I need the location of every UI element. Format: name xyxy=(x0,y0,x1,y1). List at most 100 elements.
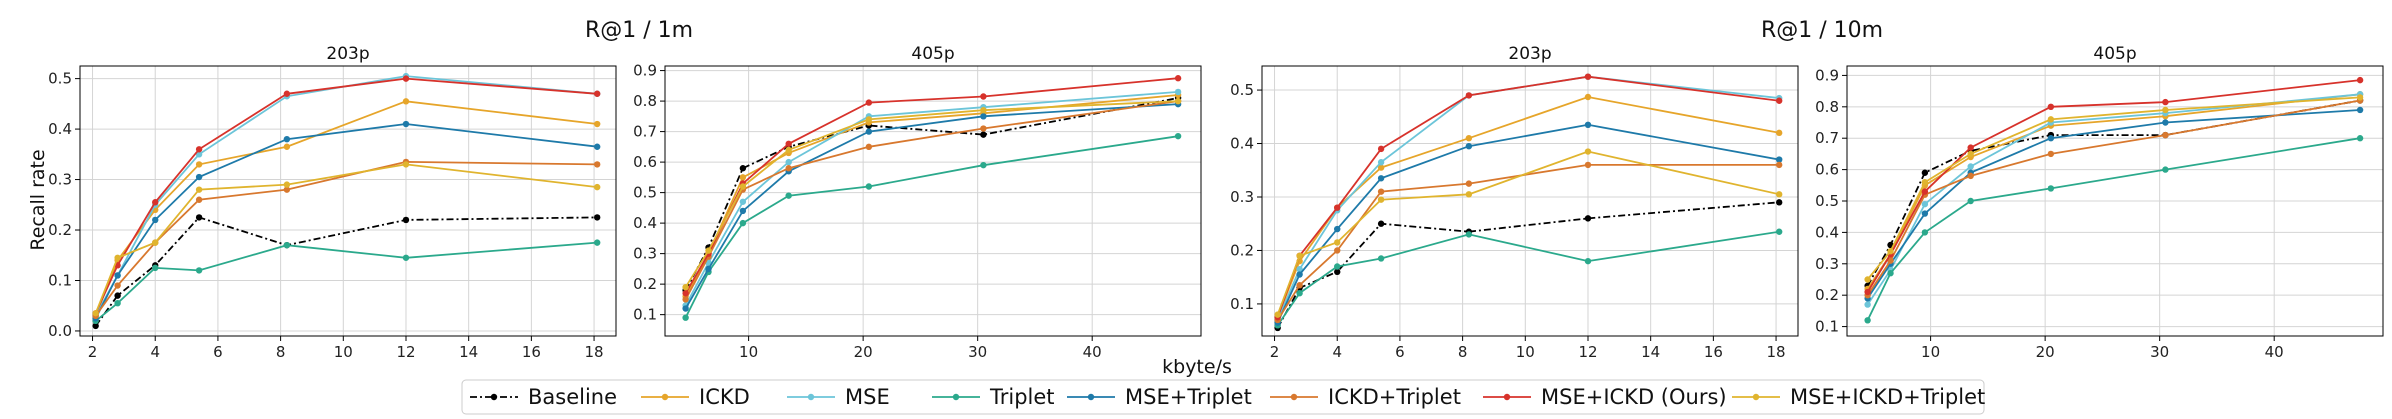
suptitle-right: R@1 / 10m xyxy=(1761,18,1883,43)
legend-label: MSE+Triplet xyxy=(1125,385,1252,409)
data-point xyxy=(2047,150,2055,158)
series-line xyxy=(94,100,598,317)
data-point xyxy=(1775,156,1783,163)
y-tick-label: 0.3 xyxy=(1815,255,1839,273)
series-ickd-triplet xyxy=(1274,161,1783,324)
data-point xyxy=(1584,257,1592,265)
y-axis-label: Recall rate xyxy=(27,149,49,250)
data-point xyxy=(195,196,203,203)
legend-entry: MSE+Triplet xyxy=(1067,385,1252,409)
x-tick-label: 40 xyxy=(2265,343,2284,361)
series-triplet xyxy=(1864,135,2364,324)
data-point xyxy=(1377,220,1385,227)
series-mse-ickd-ours xyxy=(1864,76,2364,296)
x-tick-label: 16 xyxy=(1704,343,1723,361)
series-line xyxy=(95,241,598,322)
series-mse-ickd-triplet xyxy=(1864,94,2364,283)
y-tick-label: 0.2 xyxy=(633,275,657,293)
data-point xyxy=(593,120,601,128)
data-point xyxy=(2162,119,2169,126)
data-point xyxy=(1334,263,1341,270)
y-tick-label: 0.0 xyxy=(48,322,72,340)
y-tick-label: 0.3 xyxy=(48,171,72,189)
y-tick-label: 0.3 xyxy=(633,245,657,263)
y-tick-label: 0.4 xyxy=(633,214,657,232)
y-tick-label: 0.1 xyxy=(1815,318,1839,336)
panel-title: 203p xyxy=(326,44,369,64)
data-point xyxy=(114,272,121,279)
data-point xyxy=(1377,145,1385,153)
data-point xyxy=(195,146,203,153)
data-point xyxy=(1296,252,1303,260)
data-point xyxy=(2356,135,2364,142)
legend-marker xyxy=(1752,393,1760,401)
series-line xyxy=(1276,150,1780,315)
data-point xyxy=(739,219,747,227)
series-mse xyxy=(1274,73,1783,324)
data-point xyxy=(2162,131,2169,139)
data-point xyxy=(1864,301,1871,308)
data-point xyxy=(2356,94,2364,101)
data-point xyxy=(2356,76,2364,84)
data-point xyxy=(1921,200,1929,208)
data-point xyxy=(1334,239,1341,246)
data-point xyxy=(2047,103,2055,111)
legend-label: MSE+ICKD (Ours) xyxy=(1541,385,1727,409)
data-point xyxy=(1967,163,1974,170)
y-tick-label: 0.9 xyxy=(1815,66,1839,84)
x-tick-label: 4 xyxy=(150,343,160,361)
series-mse xyxy=(1864,91,2364,308)
data-point xyxy=(785,146,792,154)
x-tick-label: 2 xyxy=(88,343,98,361)
data-point xyxy=(1584,121,1592,129)
series-line xyxy=(1276,96,1780,318)
legend-entry: MSE+ICKD+Triplet xyxy=(1732,385,1985,409)
data-point xyxy=(682,283,689,291)
data-point xyxy=(980,131,987,138)
data-point xyxy=(1334,247,1341,254)
panel-2: 10 20 30 40 0.1 0.2 0.3 0.4 0.5 0.6 0.7 0.8 0.9 405p xyxy=(633,44,1202,361)
y-tick-label: 0.5 xyxy=(633,184,657,202)
axes-frame xyxy=(1846,65,2384,337)
y-tick-label: 0.9 xyxy=(633,62,657,80)
gridlines xyxy=(80,66,616,336)
legend-marker xyxy=(490,393,498,401)
x-tick-label: 14 xyxy=(1641,343,1660,361)
legend-marker xyxy=(1087,393,1095,401)
data-point xyxy=(1775,129,1783,137)
data-point xyxy=(1377,164,1385,171)
series-baseline xyxy=(92,214,601,330)
data-point xyxy=(283,135,291,143)
y-tick-label: 0.1 xyxy=(48,271,72,289)
data-point xyxy=(865,99,873,106)
data-point xyxy=(593,183,601,191)
data-point xyxy=(1967,144,1974,151)
data-point xyxy=(980,161,987,169)
legend-frame xyxy=(461,379,1985,415)
data-point xyxy=(1775,199,1783,206)
series-ickd-triplet xyxy=(92,158,601,320)
data-point xyxy=(980,107,987,114)
data-point xyxy=(1775,161,1783,169)
data-point xyxy=(195,151,203,158)
series-mse-ickd-triplet xyxy=(92,161,601,317)
x-tick-label: 20 xyxy=(2036,343,2055,361)
data-point xyxy=(1334,225,1341,233)
panel-4: 10 20 30 40 0.1 0.2 0.3 0.4 0.5 0.6 0.7 0.8 0.9 405p xyxy=(1815,44,2384,361)
y-tick-label: 0.6 xyxy=(1815,161,1839,179)
data-point xyxy=(2162,166,2169,173)
data-point xyxy=(865,128,873,135)
data-point xyxy=(785,158,792,166)
legend-entry: ICKD xyxy=(641,385,750,409)
x-tick-label: 10 xyxy=(1921,343,1940,361)
data-point xyxy=(739,165,747,172)
data-point xyxy=(682,296,689,303)
data-point xyxy=(402,254,410,261)
x-tick-label: 6 xyxy=(213,343,223,361)
legend-label: Triplet xyxy=(989,385,1055,409)
x-tick-label: 30 xyxy=(2150,343,2169,361)
y-tick-label: 0.1 xyxy=(1230,295,1254,313)
series-line xyxy=(1866,99,2361,287)
data-point xyxy=(152,239,159,246)
series-line xyxy=(94,75,598,317)
